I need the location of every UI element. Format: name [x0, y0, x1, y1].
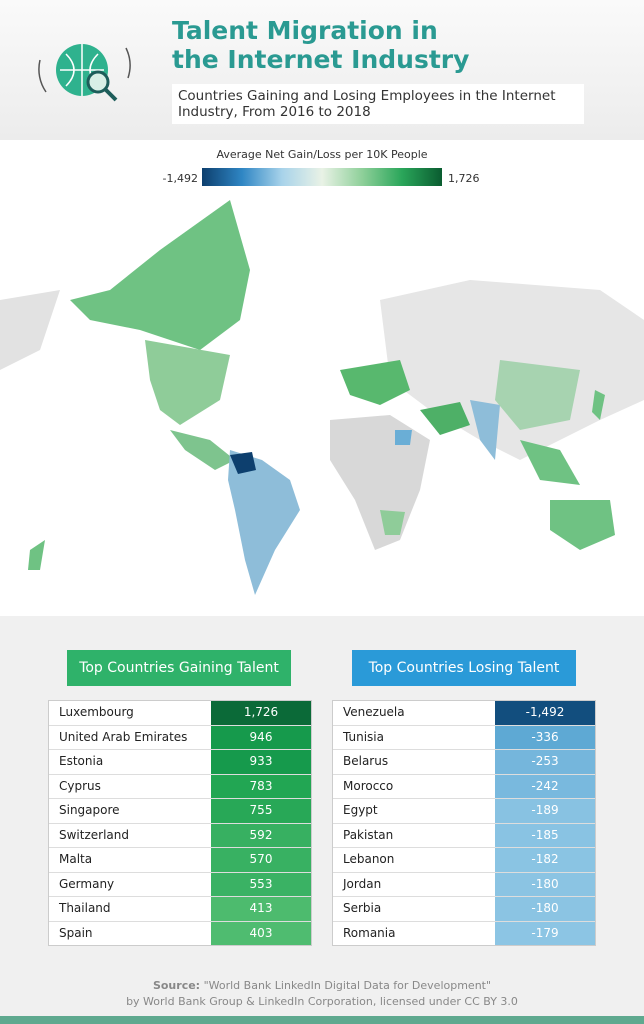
country-name: Jordan [343, 876, 382, 891]
table-row: Switzerland 592 [49, 823, 311, 848]
source-line: Source: "World Bank LinkedIn Digital Dat… [0, 978, 644, 994]
value-cell: 933 [211, 750, 311, 774]
gaining-title: Top Countries Gaining Talent [67, 650, 291, 686]
table-row: Romania -179 [333, 921, 595, 945]
value-cell: 570 [211, 848, 311, 872]
table-row: Estonia 933 [49, 750, 311, 775]
value-cell: -253 [495, 750, 595, 774]
source-label: Source: [152, 979, 201, 992]
country-name: Morocco [343, 778, 394, 793]
country-name: Switzerland [59, 827, 129, 842]
value-cell: 946 [211, 725, 311, 749]
source-line2: by World Bank Group & LinkedIn Corporati… [126, 995, 518, 1008]
value-cell: -1,492 [495, 701, 595, 725]
value-cell: 413 [211, 897, 311, 921]
country-name: Singapore [59, 803, 120, 817]
table-row: Spain 403 [49, 921, 311, 945]
table-row: Venezuela -1,492 [333, 701, 595, 726]
country-name: Romania [343, 925, 396, 940]
gaining-table: Luxembourg 1,726 United Arab Emirates 946 Es… [48, 700, 312, 946]
table-row: Morocco -242 [333, 774, 595, 799]
legend-min: -1,492 [162, 172, 198, 185]
legend-title: Average Net Gain/Loss per 10K People [216, 148, 428, 161]
country-name: United Arab Emirates [59, 729, 188, 744]
country-name: Egypt [343, 803, 378, 817]
country-name: Germany [59, 876, 115, 891]
header: Talent Migration in the Internet Industr… [0, 0, 644, 140]
country-name: Belarus [343, 754, 389, 768]
country-name: Tunisia [343, 729, 384, 744]
value-cell: -189 [495, 799, 595, 823]
value-cell: 592 [211, 823, 311, 847]
table-row: Pakistan -185 [333, 823, 595, 848]
source-text: "World Bank LinkedIn Digital Data for De… [203, 979, 492, 992]
value-cell: -242 [495, 774, 595, 798]
value-cell: 553 [211, 872, 311, 896]
subtitle: Countries Gaining and Losing Employees i… [172, 84, 584, 124]
table-row: United Arab Emirates 946 [49, 725, 311, 750]
table-row: Lebanon -182 [333, 848, 595, 873]
country-name: Venezuela [343, 705, 405, 719]
title: Talent Migration in the Internet Industr… [172, 16, 470, 74]
value-cell: -336 [495, 725, 595, 749]
legend-max: 1,726 [448, 172, 480, 185]
table-row: Singapore 755 [49, 799, 311, 824]
country-name: Pakistan [343, 827, 394, 842]
losing-title: Top Countries Losing Talent [352, 650, 576, 686]
table-row: Serbia -180 [333, 897, 595, 922]
country-name: Cyprus [59, 778, 101, 793]
value-cell: -182 [495, 848, 595, 872]
value-cell: -185 [495, 823, 595, 847]
value-cell: -179 [495, 921, 595, 945]
legend-colorbar [202, 168, 442, 186]
globe-icon [38, 44, 131, 102]
value-cell: -180 [495, 897, 595, 921]
source: Source: "World Bank LinkedIn Digital Dat… [0, 978, 644, 1010]
value-cell: -180 [495, 872, 595, 896]
country-name: Luxembourg [59, 705, 134, 719]
value-cell: 1,726 [211, 701, 311, 725]
table-row: Germany 553 [49, 872, 311, 897]
value-cell: 755 [211, 799, 311, 823]
value-cell: 783 [211, 774, 311, 798]
table-row: Thailand 413 [49, 897, 311, 922]
losing-table: Venezuela -1,492 Tunisia -336 Belarus -253 Mor… [332, 700, 596, 946]
table-row: Tunisia -336 [333, 725, 595, 750]
world-map [0, 200, 644, 595]
table-row: Cyprus 783 [49, 774, 311, 799]
table-row: Jordan -180 [333, 872, 595, 897]
table-row: Malta 570 [49, 848, 311, 873]
table-row: Luxembourg 1,726 [49, 701, 311, 726]
map [0, 140, 644, 616]
country-name: Estonia [59, 754, 104, 768]
country-name: Lebanon [343, 852, 395, 866]
table-row: Egypt -189 [333, 799, 595, 824]
table-row: Belarus -253 [333, 750, 595, 775]
country-name: Spain [59, 925, 93, 940]
country-name: Malta [59, 852, 93, 866]
country-name: Serbia [343, 901, 382, 915]
value-cell: 403 [211, 921, 311, 945]
footer-bar [0, 1016, 644, 1024]
country-name: Thailand [59, 901, 111, 915]
